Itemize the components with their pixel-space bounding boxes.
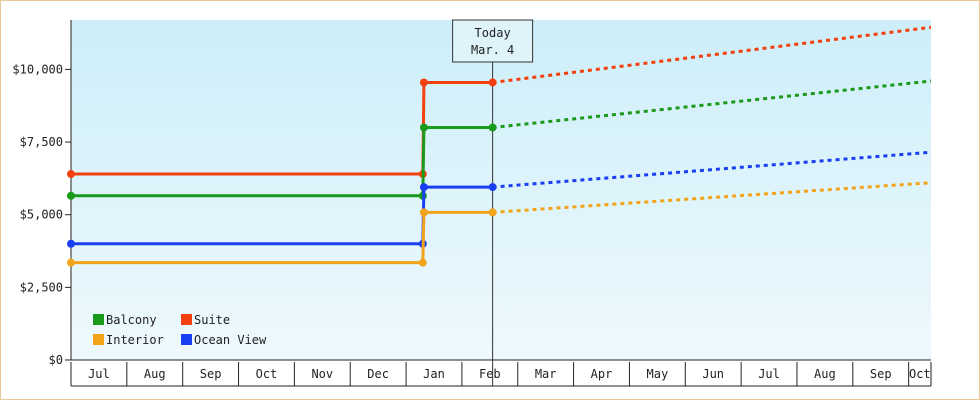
x-tick-label: Sep [200,367,222,381]
series [67,25,932,267]
forecast-line [492,25,932,84]
data-point [418,258,427,267]
x-axis: Jul Aug Sep Oct Nov Dec Jan Feb Mar Apr May Jun Jul A… [70,359,932,387]
x-tick-label: Oct [909,367,931,381]
series-interior [67,181,932,267]
data-point [419,78,428,87]
today-date: Mar. 4 [471,43,514,57]
x-tick-label: Feb [479,367,501,381]
data-point [419,183,428,192]
legend-swatch [181,314,192,325]
data-point [419,123,428,132]
legend-item-suite: Suite [181,313,230,327]
y-axis: $0 $2,500 $5,000 $7,500 $10,000 [12,20,72,367]
x-tick-label: Aug [814,367,836,381]
legend-label: Ocean View [194,333,267,347]
legend-swatch [93,314,104,325]
x-tick-label: Mar [535,367,557,381]
data-point [488,123,497,132]
x-tick-label: Jun [702,367,724,381]
legend-item-interior: Interior [93,333,164,347]
x-tick-label: May [647,367,669,381]
x-tick-label: Sep [870,367,892,381]
y-tick-label: $7,500 [20,135,63,149]
series-line [71,126,493,198]
legend-item-balcony: Balcony [93,313,157,327]
data-point [67,239,75,248]
legend-label: Interior [106,333,164,347]
x-tick-label: Jan [423,367,445,381]
forecast-line [492,150,932,189]
data-point [67,170,75,179]
data-point [67,191,75,200]
legend-swatch [181,334,192,345]
forecast-line [492,181,932,214]
y-tick-label: $2,500 [20,280,63,294]
data-point [488,78,497,87]
data-point [488,183,497,192]
data-point [488,208,497,217]
today-marker: Today Mar. 4 [452,19,534,386]
x-tick-label: Nov [311,367,333,381]
series-line [71,210,493,265]
x-tick-label: Apr [591,367,613,381]
data-point [67,258,75,267]
x-tick-label: Jul [758,367,780,381]
x-tick-label: Oct [256,367,278,381]
data-point [419,208,428,217]
x-tick-label: Aug [144,367,166,381]
y-tick-label: $10,000 [12,62,63,76]
y-tick-label: $0 [49,353,63,367]
forecast-line [492,79,932,130]
today-label: Today [475,26,511,40]
plot-background [71,20,931,360]
legend-item-ocean-view: Ocean View [181,333,267,347]
y-tick-label: $5,000 [20,208,63,222]
x-tick-label: Jul [88,367,110,381]
legend-label: Balcony [106,313,157,327]
x-tick-label: Dec [367,367,389,381]
today-callout-box [452,19,534,63]
legend: Balcony Suite Interior Ocean View [93,313,267,347]
legend-label: Suite [194,313,230,327]
legend-swatch [93,334,104,345]
